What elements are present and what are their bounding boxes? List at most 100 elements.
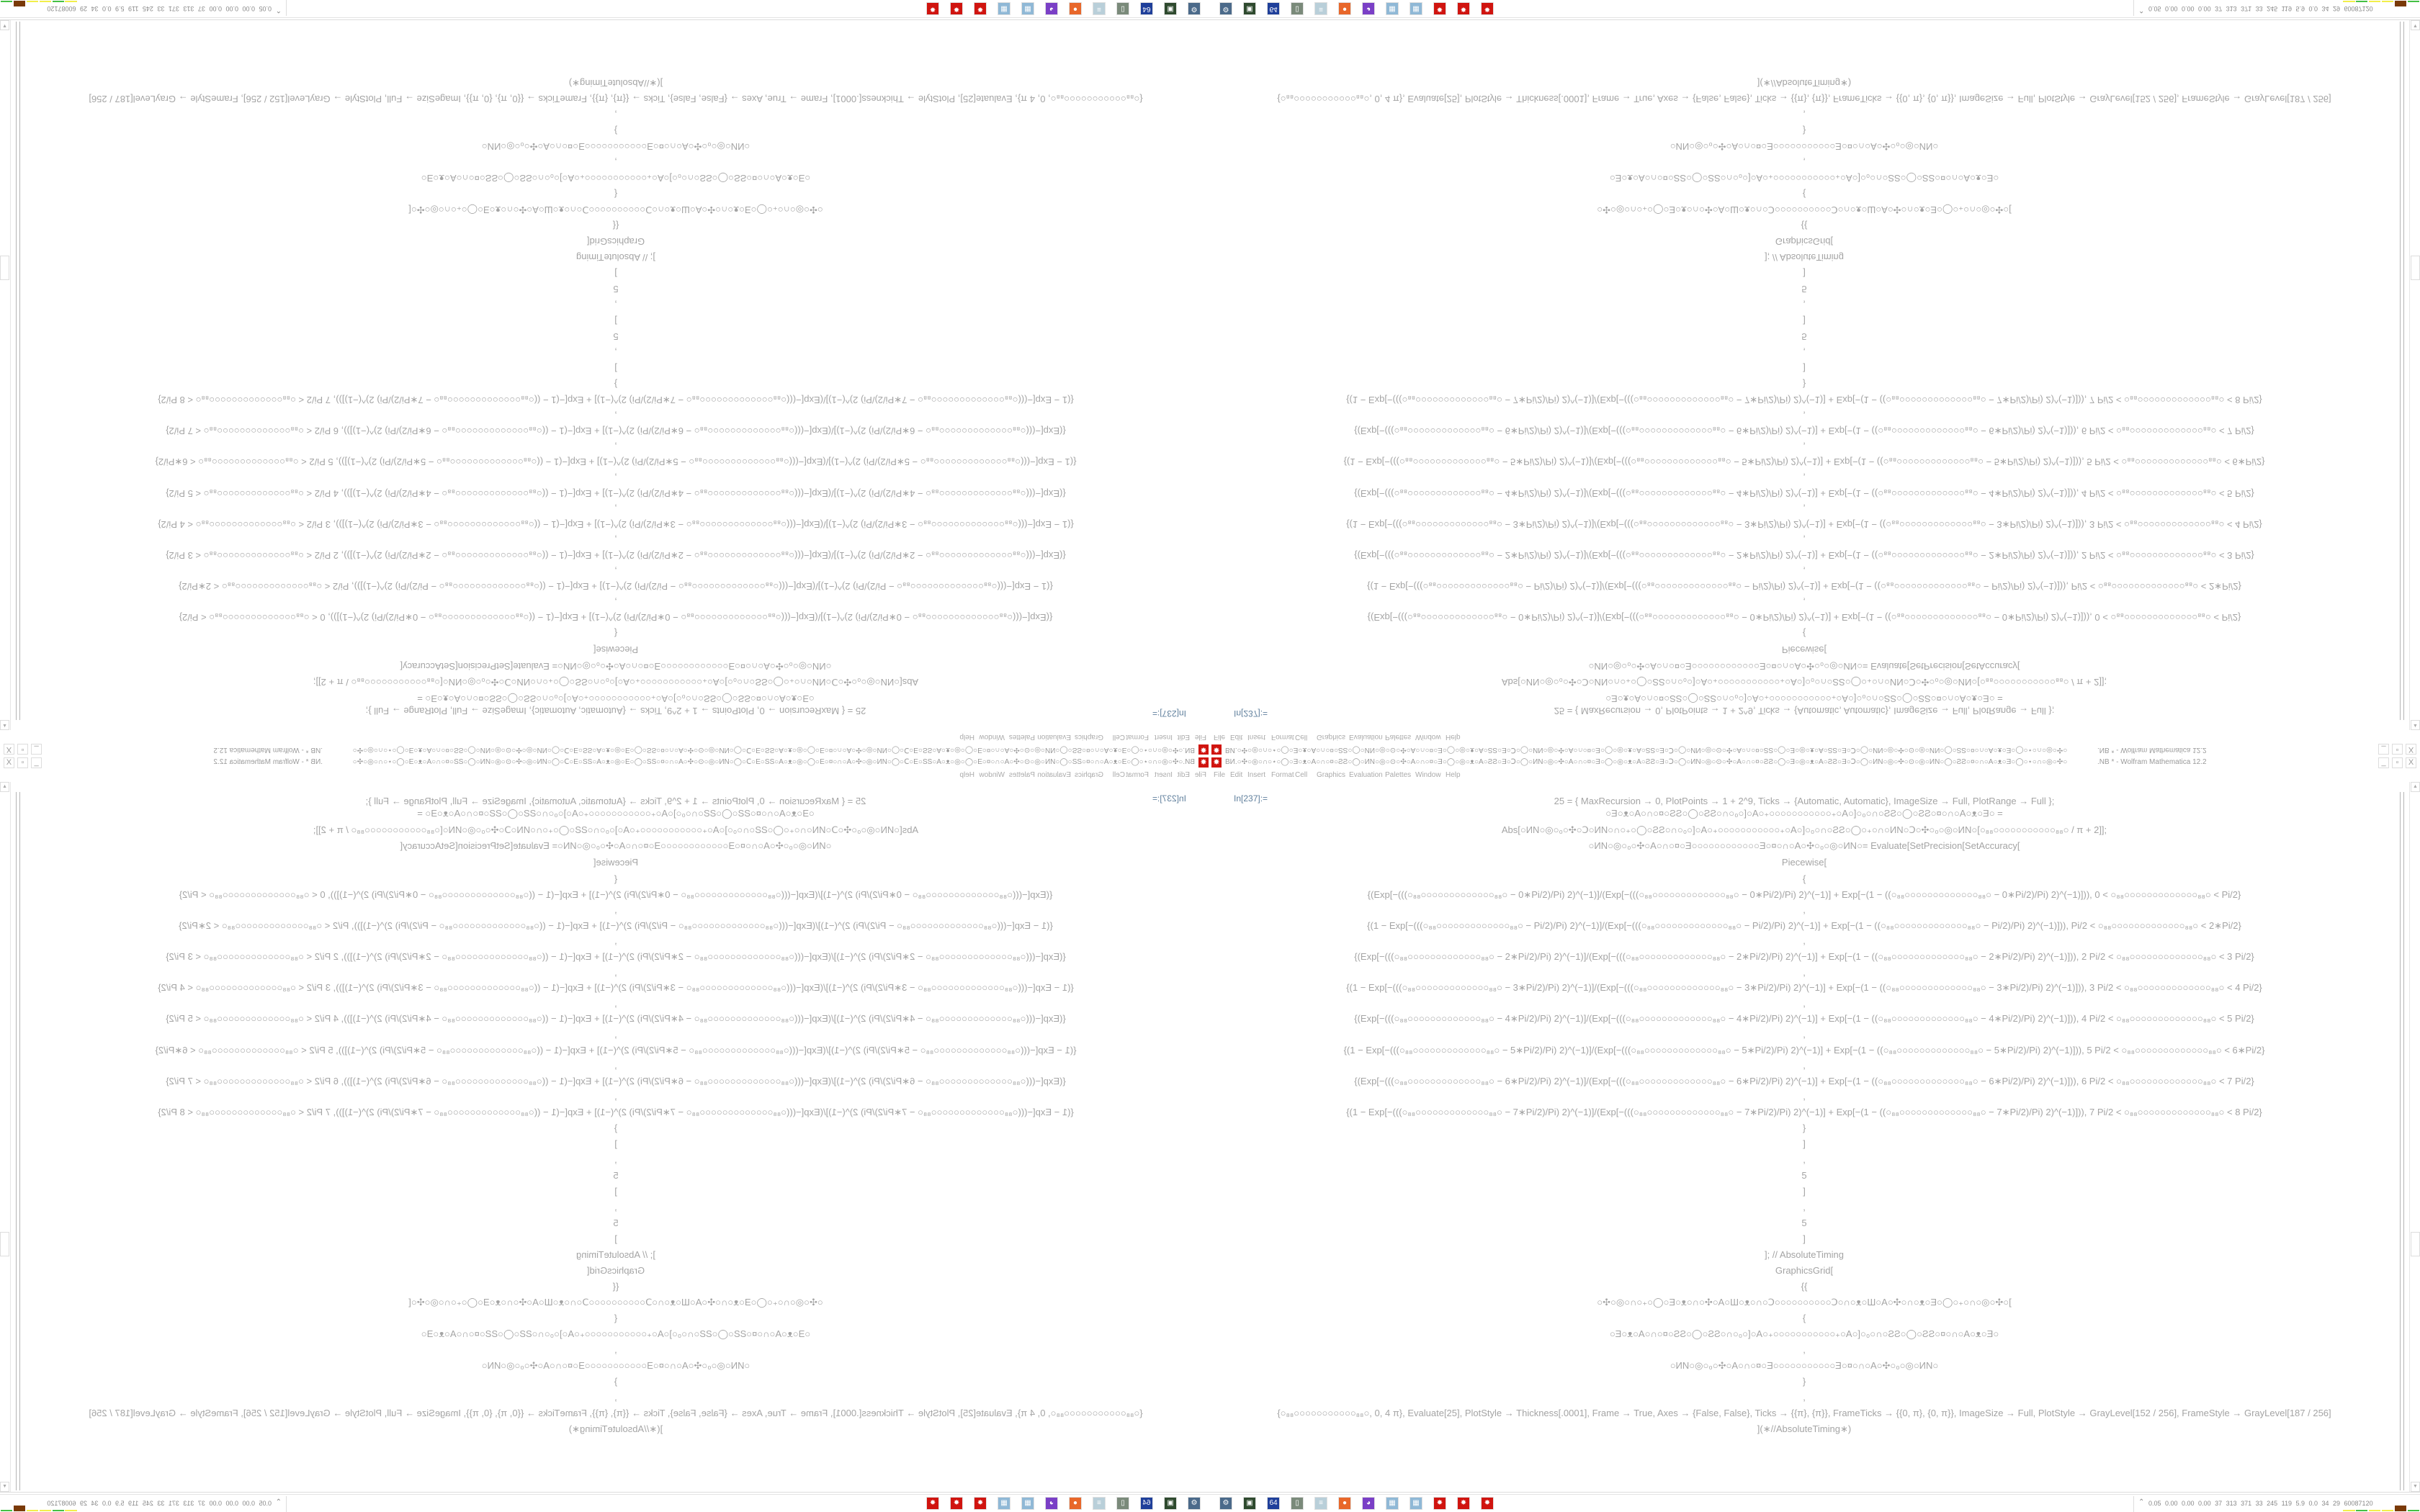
calculator-icon[interactable]: ▦: [1386, 2, 1399, 15]
menu-help[interactable]: Help: [1446, 733, 1461, 741]
menu-graphics[interactable]: Graphics: [1074, 771, 1103, 779]
menu-format[interactable]: Format: [1126, 733, 1149, 741]
mathematica-icon[interactable]: ✸: [1211, 757, 1222, 768]
mathematica-icon[interactable]: ✸: [1433, 2, 1446, 15]
menu-edit[interactable]: Edit: [1230, 733, 1243, 741]
tray-expand-icon[interactable]: ⌃: [275, 1498, 282, 1506]
calculator-icon[interactable]: ▦: [998, 2, 1010, 15]
mathematica-icon[interactable]: ✸: [950, 1497, 963, 1510]
cell-bracket[interactable]: [16, 22, 20, 720]
menu-insert[interactable]: Insert: [1247, 771, 1266, 779]
menu-help[interactable]: Help: [1446, 771, 1461, 779]
calculator-icon[interactable]: ▦: [1021, 2, 1034, 15]
mathematica-icon[interactable]: ✸: [1198, 757, 1209, 768]
menu-graphics[interactable]: Graphics: [1074, 733, 1103, 741]
mathematica-icon[interactable]: ✸: [974, 1497, 987, 1510]
tray-expand-icon[interactable]: ⌃: [2138, 6, 2145, 14]
menu-help[interactable]: Help: [959, 733, 974, 741]
notepad-icon[interactable]: ≡: [1314, 2, 1327, 15]
restore-button[interactable]: ▫: [2392, 757, 2403, 768]
purple-ghost-icon[interactable]: ◕: [1362, 2, 1375, 15]
restore-button[interactable]: ▫: [2392, 744, 2403, 755]
menu-cell[interactable]: Cell: [1295, 733, 1308, 741]
mathematica-icon[interactable]: ✸: [950, 2, 963, 15]
menu-cell[interactable]: Cell: [1112, 733, 1125, 741]
restore-button[interactable]: ▫: [17, 757, 28, 768]
system-monitor-icon[interactable]: ⚙: [1188, 1497, 1201, 1510]
menu-cell[interactable]: Cell: [1112, 771, 1125, 779]
mathematica-icon[interactable]: ✸: [1481, 1497, 1494, 1510]
menu-window[interactable]: Window: [979, 733, 1005, 741]
monitor-icon[interactable]: ▯: [1116, 1497, 1129, 1510]
mathematica-icon[interactable]: ✸: [1457, 2, 1470, 15]
terminal-icon[interactable]: ▣: [1243, 1497, 1256, 1510]
system-monitor-icon[interactable]: ⚙: [1188, 2, 1201, 15]
firefox-icon[interactable]: ●: [1069, 1497, 1082, 1510]
menu-window[interactable]: Window: [1415, 771, 1441, 779]
scroll-down-arrow-icon[interactable]: ▼: [2411, 20, 2420, 30]
calculator-icon[interactable]: ▦: [1021, 1497, 1034, 1510]
menu-file[interactable]: File: [1194, 733, 1206, 741]
menu-palettes[interactable]: Palettes: [1385, 771, 1412, 779]
scroll-thumb[interactable]: [0, 256, 9, 280]
mathematica-icon[interactable]: ✸: [1457, 1497, 1470, 1510]
menu-file[interactable]: File: [1214, 771, 1226, 779]
mathematica-icon[interactable]: ✸: [1433, 1497, 1446, 1510]
firefox-icon[interactable]: ●: [1069, 2, 1082, 15]
close-button[interactable]: X: [2406, 757, 2416, 768]
purple-ghost-icon[interactable]: ◕: [1045, 1497, 1058, 1510]
close-button[interactable]: X: [4, 757, 14, 768]
menu-palettes[interactable]: Palettes: [1008, 733, 1035, 741]
minimize-button[interactable]: _: [2378, 744, 2389, 755]
menu-evaluation[interactable]: Evaluation: [1349, 733, 1383, 741]
vertical-scrollbar[interactable]: ▲ ▼: [2409, 782, 2420, 1492]
minimize-button[interactable]: _: [31, 744, 42, 755]
calculator-icon[interactable]: ▦: [998, 1497, 1010, 1510]
menu-format[interactable]: Format: [1271, 771, 1294, 779]
mathematica-icon[interactable]: ✸: [926, 2, 939, 15]
close-button[interactable]: X: [2406, 744, 2416, 755]
tray-expand-icon[interactable]: ⌃: [275, 6, 282, 14]
cell-bracket[interactable]: [2400, 792, 2404, 1490]
vertical-scrollbar[interactable]: ▲ ▼: [0, 20, 11, 730]
minimize-button[interactable]: _: [31, 757, 42, 768]
tray-expand-icon[interactable]: ⌃: [2138, 1498, 2145, 1506]
scroll-up-arrow-icon[interactable]: ▲: [0, 720, 9, 730]
menu-edit[interactable]: Edit: [1177, 771, 1190, 779]
cell-bracket[interactable]: [16, 792, 20, 1490]
menu-palettes[interactable]: Palettes: [1385, 733, 1412, 741]
menu-edit[interactable]: Edit: [1177, 733, 1190, 741]
restore-button[interactable]: ▫: [17, 744, 28, 755]
menu-evaluation[interactable]: Evaluation: [1349, 771, 1383, 779]
terminal-icon[interactable]: ▣: [1164, 2, 1177, 15]
floppy-64-icon[interactable]: 64: [1140, 1497, 1153, 1510]
scroll-thumb[interactable]: [0, 1232, 9, 1256]
vertical-scrollbar[interactable]: ▲ ▼: [2409, 20, 2420, 730]
scroll-down-arrow-icon[interactable]: ▼: [0, 20, 9, 30]
calculator-icon[interactable]: ▦: [1386, 1497, 1399, 1510]
mathematica-icon[interactable]: ✸: [926, 1497, 939, 1510]
firefox-icon[interactable]: ●: [1338, 2, 1351, 15]
firefox-icon[interactable]: ●: [1338, 1497, 1351, 1510]
scroll-thumb[interactable]: [2411, 1232, 2420, 1256]
scroll-up-arrow-icon[interactable]: ▲: [0, 782, 9, 792]
menu-evaluation[interactable]: Evaluation: [1037, 771, 1071, 779]
terminal-icon[interactable]: ▣: [1243, 2, 1256, 15]
monitor-icon[interactable]: ▯: [1291, 1497, 1304, 1510]
calculator-icon[interactable]: ▦: [1410, 1497, 1422, 1510]
menu-file[interactable]: File: [1194, 771, 1206, 779]
purple-ghost-icon[interactable]: ◕: [1045, 2, 1058, 15]
minimize-button[interactable]: _: [2378, 757, 2389, 768]
vertical-scrollbar[interactable]: ▲ ▼: [0, 782, 11, 1492]
menu-insert[interactable]: Insert: [1154, 733, 1173, 741]
system-monitor-icon[interactable]: ⚙: [1219, 1497, 1232, 1510]
menu-insert[interactable]: Insert: [1247, 733, 1266, 741]
menu-window[interactable]: Window: [979, 771, 1005, 779]
notepad-icon[interactable]: ≡: [1314, 1497, 1327, 1510]
monitor-icon[interactable]: ▯: [1291, 2, 1304, 15]
menu-file[interactable]: File: [1214, 733, 1226, 741]
menu-format[interactable]: Format: [1126, 771, 1149, 779]
menu-format[interactable]: Format: [1271, 733, 1294, 741]
menu-palettes[interactable]: Palettes: [1008, 771, 1035, 779]
mathematica-icon[interactable]: ✸: [1211, 744, 1222, 755]
